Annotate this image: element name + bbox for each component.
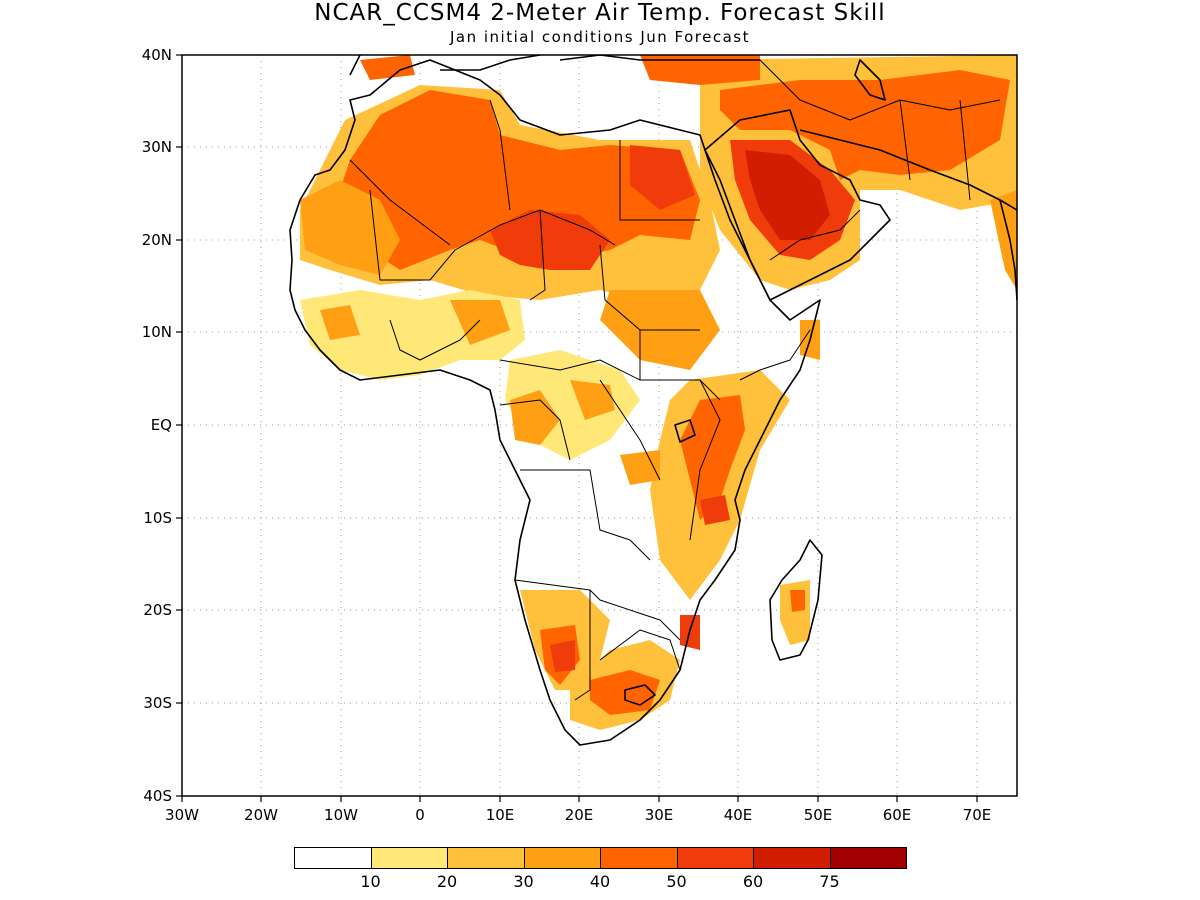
- country-borders: [349, 59, 1001, 701]
- y-tick-label: 10S: [143, 509, 172, 527]
- lesotho: [624, 684, 656, 706]
- x-tick-label: 20W: [244, 806, 278, 824]
- shade-centafrica-c3: [510, 380, 615, 445]
- shade-arabia-c6: [745, 150, 830, 240]
- coastlines: [289, 54, 1018, 746]
- india-coast: [999, 199, 1018, 301]
- x-tick-label: 40E: [723, 806, 753, 824]
- shade-india-c3: [990, 190, 1017, 290]
- caspian: [854, 59, 886, 101]
- x-tick-label: 10W: [324, 806, 358, 824]
- x-tick-label: 60E: [882, 806, 912, 824]
- map-title: NCAR_CCSM4 2-Meter Air Temp. Forecast Sk…: [314, 0, 886, 26]
- y-tick-label: 40S: [143, 787, 172, 805]
- colorbar-label: 40: [589, 872, 611, 891]
- y-tick-label: 20N: [141, 231, 172, 249]
- shade-centre-c3: [620, 450, 660, 485]
- colorbar-swatch: [370, 847, 448, 869]
- y-tick-label: 10N: [141, 323, 172, 341]
- colorbar-label: 60: [742, 872, 764, 891]
- madagascar-coast: [769, 539, 823, 661]
- colorbar-swatch: [600, 847, 678, 869]
- x-tick-label: 70E: [962, 806, 992, 824]
- colorbar-swatch: [447, 847, 525, 869]
- shade-namibia-c5: [550, 640, 575, 672]
- x-tick-label: 20E: [564, 806, 594, 824]
- colorbar-label: 10: [360, 872, 381, 891]
- shade-sahara-w-c3: [300, 180, 400, 275]
- colorbar-label: 20: [436, 872, 458, 891]
- shade-egypt-c5: [630, 145, 695, 210]
- colorbar-swatch: [829, 847, 907, 869]
- tick-marks: [176, 54, 978, 802]
- shade-north-coast-c4: [360, 55, 415, 80]
- map-subtitle: Jan initial conditions Jun Forecast: [449, 28, 751, 46]
- y-tick-label: 40N: [141, 46, 172, 64]
- africa-coastline: [289, 54, 821, 746]
- x-tick-label: 30E: [644, 806, 674, 824]
- mediterranean-coast: [440, 54, 760, 71]
- y-tick-label: 30S: [143, 694, 172, 712]
- victoria-lake: [674, 419, 696, 443]
- x-tick-label: 30W: [165, 806, 199, 824]
- arabia-coast: [704, 109, 891, 301]
- x-tick-label: 50E: [803, 806, 833, 824]
- x-tick-label: 0: [415, 806, 425, 824]
- shade-mideast-c4: [720, 70, 1010, 180]
- colorbar-swatch: [523, 847, 601, 869]
- colorbar-swatch: [294, 847, 372, 869]
- shade-turkey-c4: [640, 55, 760, 85]
- colorbar-label: 75: [819, 872, 840, 891]
- colorbar-swatch: [753, 847, 831, 869]
- shade-madagascar-c4: [790, 590, 805, 612]
- x-tick-label: 10E: [485, 806, 515, 824]
- skill-shading: [300, 55, 1017, 730]
- colorbar-label: 30: [513, 872, 534, 891]
- shade-eastafrica-c4: [680, 395, 745, 520]
- y-tick-label: 30N: [141, 138, 172, 156]
- shade-westafrica-c3: [320, 290, 720, 370]
- shade-eastafrica-c5: [680, 495, 730, 650]
- shade-sahara-c4: [340, 90, 700, 270]
- y-tick-label: 20S: [143, 601, 172, 619]
- shade-sahara-c5: [490, 210, 610, 270]
- shade-madagascar-c2: [780, 580, 810, 645]
- colorbar-label: 50: [666, 872, 687, 891]
- colorbar-swatch: [676, 847, 754, 869]
- y-tick-label: EQ: [150, 416, 172, 434]
